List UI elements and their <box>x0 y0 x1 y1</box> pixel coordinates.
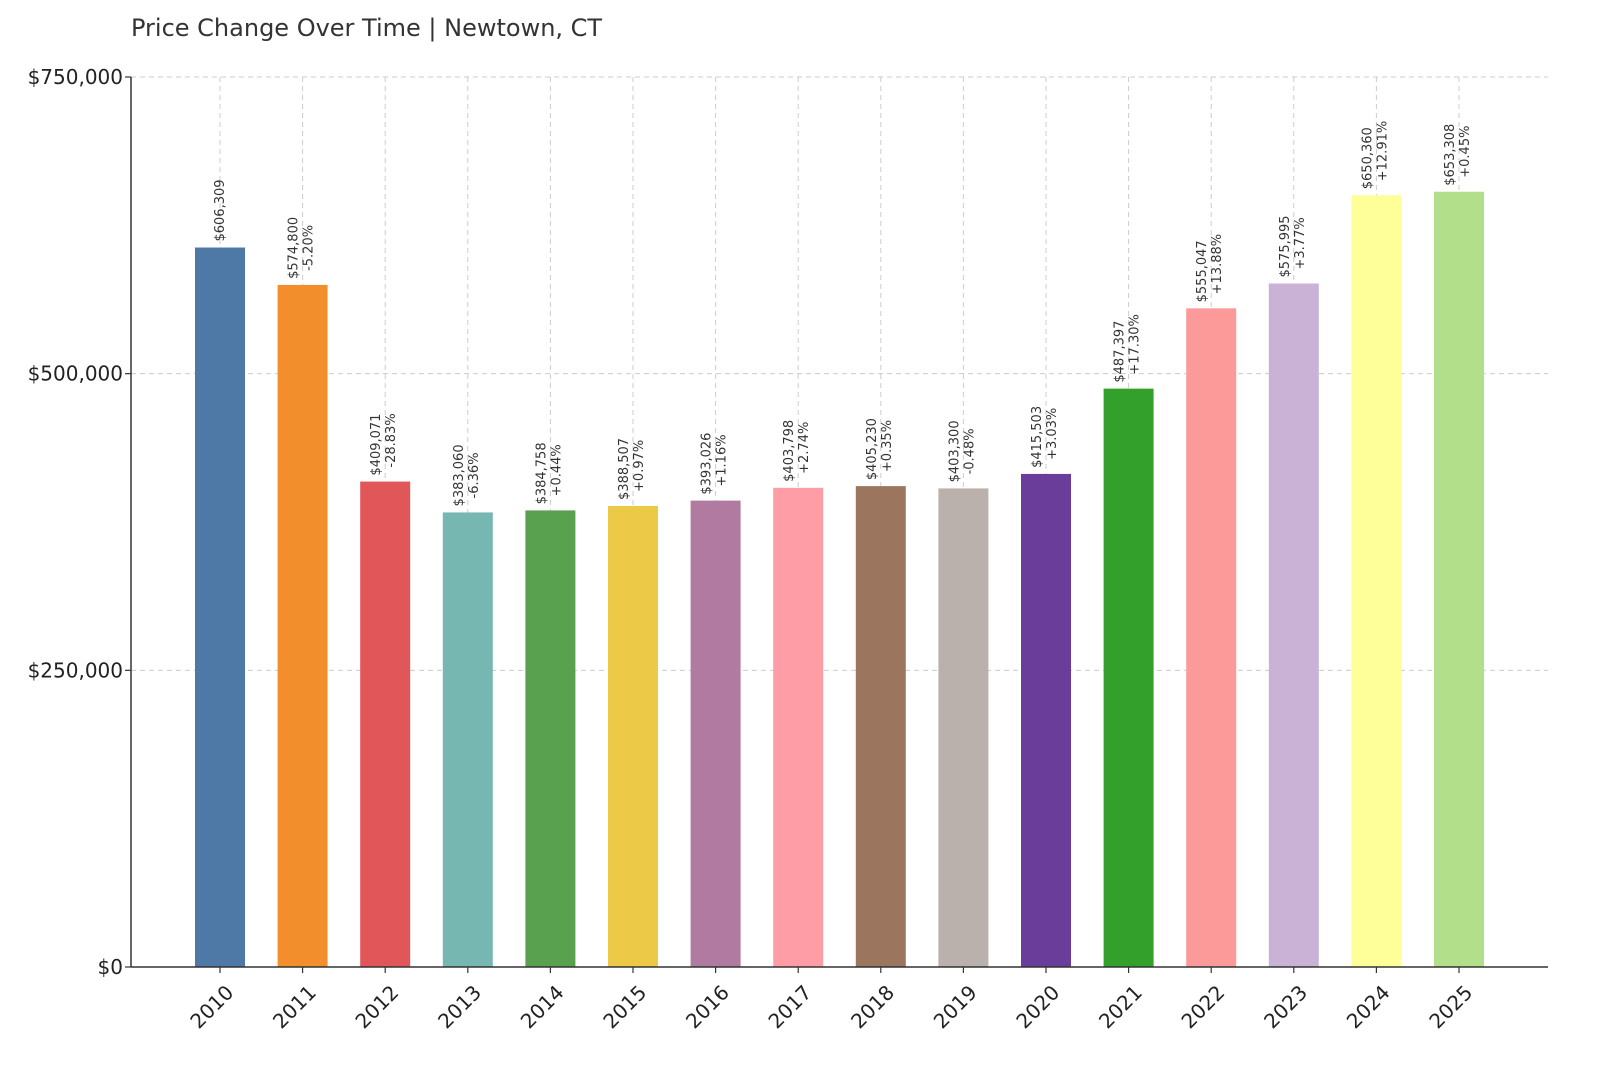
x-tick-label: 2017 <box>763 980 816 1033</box>
data-label-value: $388,507 <box>617 438 632 500</box>
bar-2014 <box>525 510 576 967</box>
y-tick-label: $750,000 <box>28 65 123 89</box>
bar-2022 <box>1186 308 1237 967</box>
x-tick-label: 2021 <box>1094 980 1147 1033</box>
data-label-value: $574,800 <box>287 217 302 279</box>
data-label-value: $405,230 <box>865 418 880 480</box>
x-tick-label: 2012 <box>350 980 403 1033</box>
data-label-change: +0.44% <box>549 444 564 496</box>
chart-title: Price Change Over Time | Newtown, CT <box>131 14 603 42</box>
x-tick-label: 2019 <box>929 980 982 1033</box>
data-label-value: $409,071 <box>369 414 384 476</box>
x-tick-label: 2014 <box>516 980 569 1033</box>
x-tick-label: 2015 <box>598 980 651 1033</box>
x-tick-label: 2025 <box>1424 980 1477 1033</box>
data-label-value: $575,995 <box>1278 215 1293 277</box>
x-tick-label: 2022 <box>1176 980 1229 1033</box>
x-tick-label: 2011 <box>268 980 321 1033</box>
data-label-change: +17.30% <box>1128 314 1143 374</box>
label-layer: $606,309 $574,800 -5.20% $409,071 -28.83% $38… <box>213 121 1473 507</box>
x-tick-label: 2018 <box>846 980 899 1033</box>
data-label-change: +0.97% <box>632 440 647 492</box>
bar-2025 <box>1434 191 1484 967</box>
bar-2024 <box>1351 195 1402 967</box>
bar-layer <box>195 191 1484 968</box>
bar-2019 <box>938 488 989 967</box>
data-label-change: +13.88% <box>1210 234 1225 294</box>
y-tick-label: $0 <box>98 955 123 979</box>
bar-2012 <box>360 481 411 967</box>
data-label-value: $653,308 <box>1443 124 1458 186</box>
data-label-change: -6.36% <box>467 452 482 498</box>
data-label-change: +0.45% <box>1458 126 1473 178</box>
data-label-change: +3.77% <box>1293 217 1308 269</box>
data-label-change: -5.20% <box>302 225 317 271</box>
data-label-value: $650,360 <box>1360 127 1375 189</box>
data-label-value: $555,047 <box>1195 240 1210 302</box>
data-label-change: +1.16% <box>715 434 730 486</box>
bar-2016 <box>690 500 741 967</box>
bar-2023 <box>1268 283 1319 967</box>
bar-2018 <box>855 486 906 967</box>
data-label-value: $403,798 <box>782 420 797 482</box>
data-label-change: -0.48% <box>962 428 977 474</box>
bar-2013 <box>442 512 493 967</box>
grid-layer <box>131 76 1548 967</box>
bar-2015 <box>608 505 658 967</box>
x-tick-label: 2023 <box>1259 980 1312 1033</box>
bar-2020 <box>1021 473 1071 967</box>
data-label-value: $606,309 <box>213 179 228 241</box>
data-label-value: $383,060 <box>452 444 467 506</box>
data-label-value: $415,503 <box>1030 406 1045 468</box>
bar-2017 <box>773 487 824 967</box>
x-tick-label: 2020 <box>1011 980 1064 1033</box>
x-tick-label: 2024 <box>1342 980 1395 1033</box>
bar-2010 <box>195 247 245 968</box>
data-label-change: +2.74% <box>797 422 812 474</box>
data-label-change: -28.83% <box>384 413 399 467</box>
bar-2021 <box>1103 388 1154 968</box>
data-label-change: +12.91% <box>1375 121 1390 181</box>
x-tick-label: 2013 <box>433 980 486 1033</box>
y-tick-label: $250,000 <box>28 658 123 682</box>
data-label-value: $403,300 <box>947 420 962 482</box>
data-label-change: +0.35% <box>880 420 895 472</box>
data-label-change: +3.03% <box>1045 408 1060 460</box>
data-label-value: $384,758 <box>534 442 549 504</box>
x-tick-label: 2010 <box>185 980 238 1033</box>
x-tick-label: 2016 <box>681 980 734 1033</box>
data-label-value: $487,397 <box>1113 321 1128 383</box>
y-tick-label: $500,000 <box>28 362 123 386</box>
data-label-value: $393,026 <box>700 433 715 495</box>
bar-2011 <box>277 284 328 967</box>
